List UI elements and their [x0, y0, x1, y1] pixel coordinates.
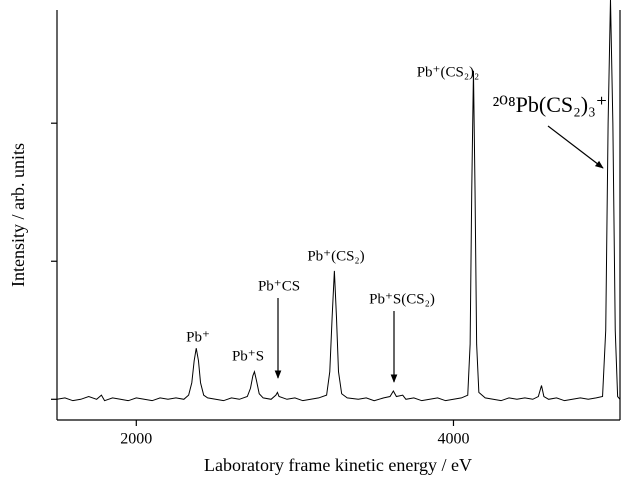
x-axis-label: Laboratory frame kinetic energy / eV [204, 455, 472, 475]
x-tick-label: 4000 [437, 431, 469, 448]
y-axis-label: Intensity / arb. units [8, 143, 28, 287]
peak-label: Pb⁺S [232, 348, 264, 364]
peak-label: Pb⁺(CS₂)₂ [417, 64, 480, 80]
peak-label: Pb⁺CS [258, 278, 300, 294]
arrow [547, 125, 604, 169]
peak-label: Pb⁺S(CS₂) [369, 291, 435, 307]
peak-label: Pb⁺(CS₂) [307, 248, 364, 264]
spectrum-line [57, 0, 620, 402]
x-tick-label: 2000 [120, 431, 152, 448]
peak-label: Pb⁺ [186, 329, 210, 345]
peak-label: ²⁰⁸Pb(CS₂)₃⁺ [493, 92, 608, 117]
